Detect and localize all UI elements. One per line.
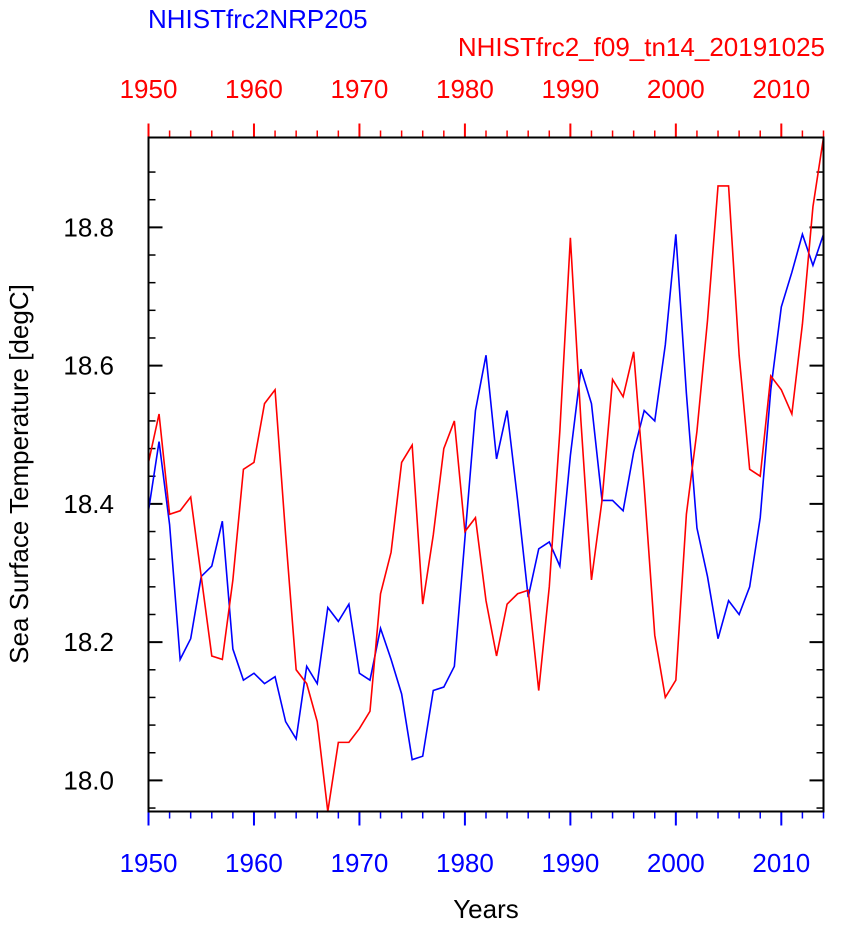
series-line-red — [147, 137, 825, 812]
bottom-tick-label: 1950 — [120, 848, 178, 878]
top-tick-label: 2000 — [647, 74, 705, 104]
top-axis-ticks: 1950 1960 1970 1980 1990 2000 2010 — [120, 74, 825, 138]
x-axis-label: Years — [453, 894, 519, 924]
y-tick-label: 18.0 — [63, 765, 114, 795]
bottom-tick-label: 2010 — [752, 848, 810, 878]
bottom-tick-label: 1990 — [541, 848, 599, 878]
left-axis-ticks: 18.0 18.2 18.4 18.6 18.8 — [63, 171, 163, 809]
y-tick-label: 18.6 — [63, 351, 114, 381]
y-tick-label: 18.2 — [63, 627, 114, 657]
series-line-blue — [147, 231, 825, 761]
bottom-tick-label: 1980 — [436, 848, 494, 878]
top-tick-label: 2010 — [752, 74, 810, 104]
bottom-tick-label: 2000 — [647, 848, 705, 878]
top-tick-label: 1970 — [331, 74, 389, 104]
title-red: NHISTfrc2_f09_tn14_20191025 — [458, 32, 825, 62]
bottom-axis-ticks: 1950 1960 1970 1980 1990 2000 2010 — [120, 811, 825, 878]
y-axis-label: Sea Surface Temperature [degC] — [4, 284, 34, 664]
top-tick-label: 1980 — [436, 74, 494, 104]
title-blue: NHISTfrc2NRP205 — [148, 4, 368, 34]
series-layer — [147, 137, 825, 812]
top-tick-label: 1960 — [225, 74, 283, 104]
y-tick-label: 18.8 — [63, 212, 114, 242]
top-tick-label: 1950 — [120, 74, 178, 104]
bottom-tick-label: 1970 — [331, 848, 389, 878]
bottom-tick-label: 1960 — [225, 848, 283, 878]
y-tick-label: 18.4 — [63, 489, 114, 519]
plot-frame — [147, 136, 825, 813]
top-tick-label: 1990 — [541, 74, 599, 104]
